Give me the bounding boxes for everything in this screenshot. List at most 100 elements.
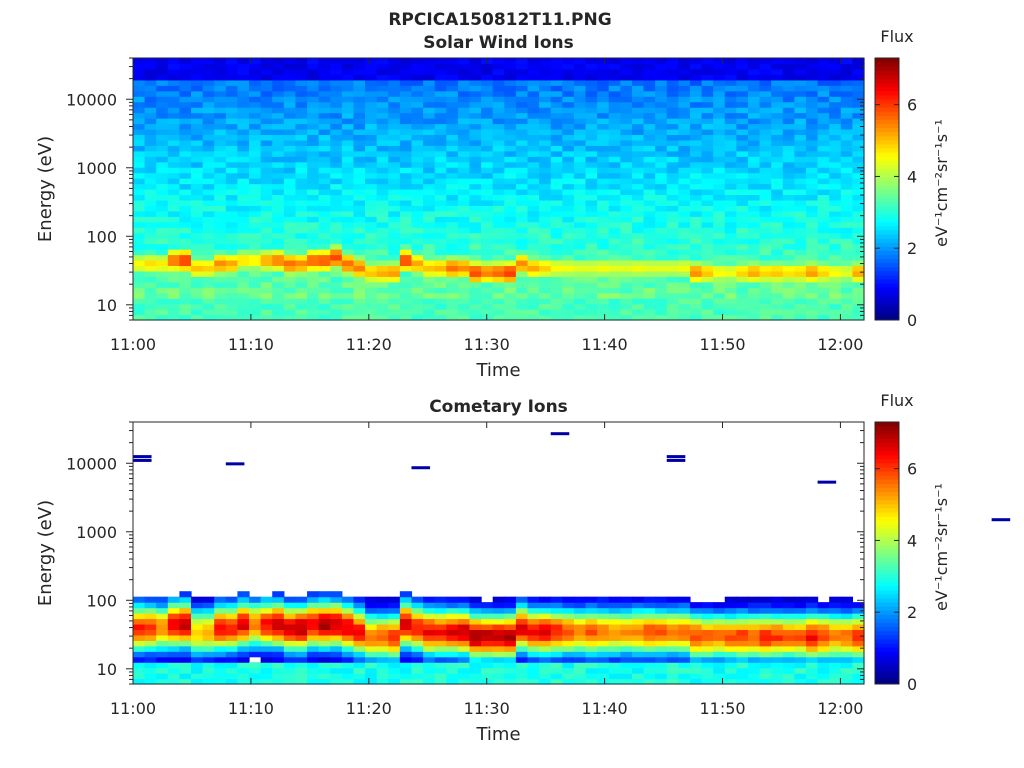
heatmap-cell xyxy=(759,96,772,103)
heatmap-cell xyxy=(446,178,459,185)
heatmap-cell xyxy=(771,651,784,658)
heatmap-cell xyxy=(249,221,262,228)
heatmap-cell xyxy=(179,167,192,174)
heatmap-cell xyxy=(318,227,331,234)
heatmap-cell xyxy=(214,292,227,299)
heatmap-cell xyxy=(260,298,273,305)
heatmap-cell xyxy=(829,112,842,119)
heatmap-cell xyxy=(608,651,621,658)
heatmap-cell xyxy=(713,309,726,316)
heatmap-cell xyxy=(585,287,598,294)
heatmap-cell xyxy=(260,249,273,256)
heatmap-cell xyxy=(295,210,308,217)
heatmap-cell xyxy=(492,68,505,75)
heatmap-cell xyxy=(771,96,784,103)
heatmap-cell xyxy=(759,618,772,625)
colorbar-swatch xyxy=(875,217,899,223)
heatmap-cell xyxy=(353,238,366,245)
heatmap-cell xyxy=(341,618,355,625)
heatmap-cell xyxy=(643,90,656,97)
heatmap-cell xyxy=(771,118,784,125)
heatmap-cell xyxy=(167,662,181,669)
heatmap-cell xyxy=(457,259,471,267)
heatmap-cell xyxy=(829,678,842,685)
heatmap-cell xyxy=(353,623,366,631)
heatmap-cell xyxy=(643,249,656,256)
heatmap-cell xyxy=(272,303,285,310)
heatmap-cell xyxy=(817,667,830,674)
heatmap-cell xyxy=(562,596,575,603)
heatmap-cell xyxy=(597,309,610,316)
heatmap-cell xyxy=(713,602,726,609)
heatmap-cell xyxy=(701,74,714,81)
heatmap-cell xyxy=(434,216,447,223)
heatmap-cell xyxy=(341,123,355,130)
heatmap-cell xyxy=(643,254,656,261)
heatmap-cell xyxy=(260,667,273,674)
heatmap-cell xyxy=(144,276,157,283)
heatmap-cell xyxy=(179,183,192,190)
heatmap-cell xyxy=(504,651,517,658)
heatmap-cell xyxy=(457,205,471,212)
heatmap-cell xyxy=(782,118,795,125)
heatmap-cell xyxy=(817,205,830,212)
heatmap-cell xyxy=(353,309,366,316)
heatmap-cell xyxy=(353,63,366,70)
heatmap-cell xyxy=(307,90,320,97)
heatmap-cell xyxy=(318,232,331,239)
heatmap-cell xyxy=(341,96,355,103)
heatmap-cell xyxy=(585,167,598,174)
heatmap-cell xyxy=(283,221,297,228)
heatmap-cell xyxy=(573,210,587,217)
heatmap-cell xyxy=(167,205,181,212)
heatmap-cell xyxy=(666,178,679,185)
heatmap-cell xyxy=(446,210,459,217)
heatmap-cell xyxy=(167,618,181,625)
heatmap-cell xyxy=(434,281,447,288)
colorbar-swatch xyxy=(875,299,899,305)
heatmap-cell xyxy=(446,139,459,146)
heatmap-cell xyxy=(759,150,772,157)
heatmap-cell xyxy=(225,227,239,234)
heatmap-cell xyxy=(295,216,308,223)
heatmap-cell xyxy=(318,74,331,81)
heatmap-cell xyxy=(307,161,320,168)
heatmap-cell xyxy=(713,172,726,179)
heatmap-cell xyxy=(724,276,737,283)
heatmap-cell xyxy=(260,629,273,636)
heatmap-cell xyxy=(620,314,633,321)
heatmap-cell xyxy=(539,287,552,294)
colorbar-swatch xyxy=(875,565,899,570)
heatmap-cell xyxy=(643,618,656,625)
heatmap-cell xyxy=(852,199,865,206)
heatmap-cell xyxy=(144,150,157,157)
heatmap-cell xyxy=(515,314,529,321)
heatmap-cell xyxy=(504,656,517,663)
heatmap-cell xyxy=(191,270,204,277)
heatmap-cell xyxy=(365,232,378,239)
heatmap-cell xyxy=(504,150,517,157)
heatmap-cell xyxy=(840,134,853,141)
heatmap-cell xyxy=(133,667,146,674)
heatmap-cell xyxy=(237,651,250,658)
heatmap-cell xyxy=(747,58,761,65)
heatmap-cell xyxy=(411,118,424,125)
heatmap-cell xyxy=(295,651,308,658)
heatmap-cell xyxy=(631,63,645,70)
heatmap-cell xyxy=(504,618,517,625)
heatmap-cell xyxy=(562,667,575,674)
heatmap-cell xyxy=(133,281,146,288)
heatmap-cell xyxy=(225,189,239,196)
heatmap-cell xyxy=(562,634,575,641)
heatmap-cell xyxy=(283,172,297,179)
heatmap-cell xyxy=(817,270,830,277)
heatmap-cell xyxy=(191,303,204,310)
heatmap-cell xyxy=(330,292,343,299)
heatmap-cell xyxy=(805,602,819,609)
heatmap-cell xyxy=(805,68,819,75)
heatmap-cell xyxy=(539,210,552,217)
heatmap-cell xyxy=(353,161,366,168)
heatmap-cell xyxy=(689,651,703,658)
heatmap-cell xyxy=(527,602,540,609)
heatmap-cell xyxy=(341,90,355,97)
